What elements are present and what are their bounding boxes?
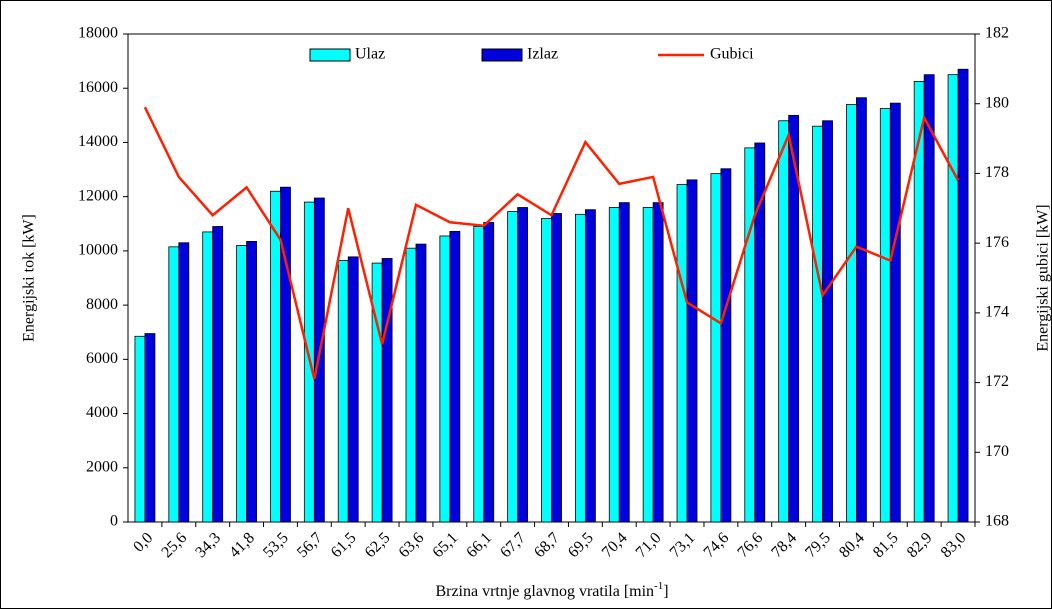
bar [134, 335, 146, 523]
bar [889, 102, 901, 523]
bar [381, 258, 393, 523]
bar [202, 231, 214, 523]
bar [236, 245, 247, 523]
y2-tick-label: 182 [985, 25, 1009, 42]
bar [507, 211, 519, 523]
y2-tick-label: 168 [985, 513, 1009, 530]
y2-tick-label: 178 [985, 164, 1009, 181]
bar [541, 217, 552, 523]
line [143, 106, 960, 380]
legend-swatch [309, 48, 351, 62]
bar [371, 262, 383, 523]
y2-axis-title: Energijski gubici [kW] [1035, 204, 1052, 351]
bar [439, 235, 451, 523]
x-title-end: ] [663, 583, 668, 600]
bar [270, 190, 281, 523]
bar [652, 202, 664, 523]
bar [347, 256, 359, 523]
bar [483, 222, 495, 523]
y2-tick-label: 170 [985, 443, 1009, 460]
y-tick-label: 16000 [78, 79, 118, 96]
y-tick-label: 10000 [78, 242, 118, 259]
bar [686, 179, 698, 523]
bar [144, 333, 156, 523]
y-tick-label: 0 [110, 513, 118, 530]
bar [710, 173, 722, 523]
bar [280, 186, 291, 523]
bar [449, 230, 461, 523]
bar [856, 97, 867, 523]
bar [720, 168, 732, 523]
x-title-sup: -1 [654, 580, 663, 592]
bar [415, 243, 427, 523]
x-axis-title: Brzina vrtnje glavnog vratila [min-1] [435, 580, 668, 600]
bar [178, 242, 190, 523]
bar [957, 68, 969, 523]
y-axis-title: Energijski tok [kW] [21, 214, 38, 342]
bar [754, 142, 766, 523]
y2-tick-label: 180 [985, 94, 1009, 111]
bar [246, 240, 257, 523]
bar [337, 259, 349, 523]
y-tick-label: 18000 [78, 25, 118, 42]
legend-swatch [481, 48, 523, 62]
bar [574, 213, 586, 523]
y-tick-label: 4000 [86, 404, 118, 421]
bar [618, 202, 630, 523]
bar [642, 207, 654, 523]
bar [923, 74, 935, 523]
bar [212, 226, 224, 523]
bar [744, 147, 756, 523]
y-tick-label: 12000 [78, 187, 118, 204]
bar [517, 207, 529, 523]
y2-tick-label: 176 [985, 234, 1009, 251]
y-tick-label: 14000 [78, 133, 118, 150]
bar [405, 247, 417, 523]
legend-label: Ulaz [355, 46, 385, 63]
bar [846, 104, 857, 523]
bar [473, 226, 485, 523]
bar [551, 213, 562, 523]
y2-tick-label: 174 [985, 304, 1009, 321]
bar [812, 125, 823, 523]
y2-tick-label: 172 [985, 373, 1009, 390]
bar [788, 114, 800, 523]
bar [879, 108, 891, 523]
y-tick-label: 8000 [86, 296, 118, 313]
bar [778, 120, 790, 523]
y-tick-label: 2000 [86, 458, 118, 475]
bar [676, 184, 688, 523]
bar [913, 81, 925, 523]
bar [584, 209, 596, 523]
bar [822, 120, 833, 523]
bar [947, 74, 959, 523]
bar [608, 207, 620, 523]
legend-label: Izlaz [527, 46, 558, 63]
y-tick-label: 6000 [86, 350, 118, 367]
x-title-text: Brzina vrtnje glavnog vratila [min [435, 583, 654, 600]
legend-label: Gubici [710, 46, 754, 63]
bar [168, 246, 180, 523]
